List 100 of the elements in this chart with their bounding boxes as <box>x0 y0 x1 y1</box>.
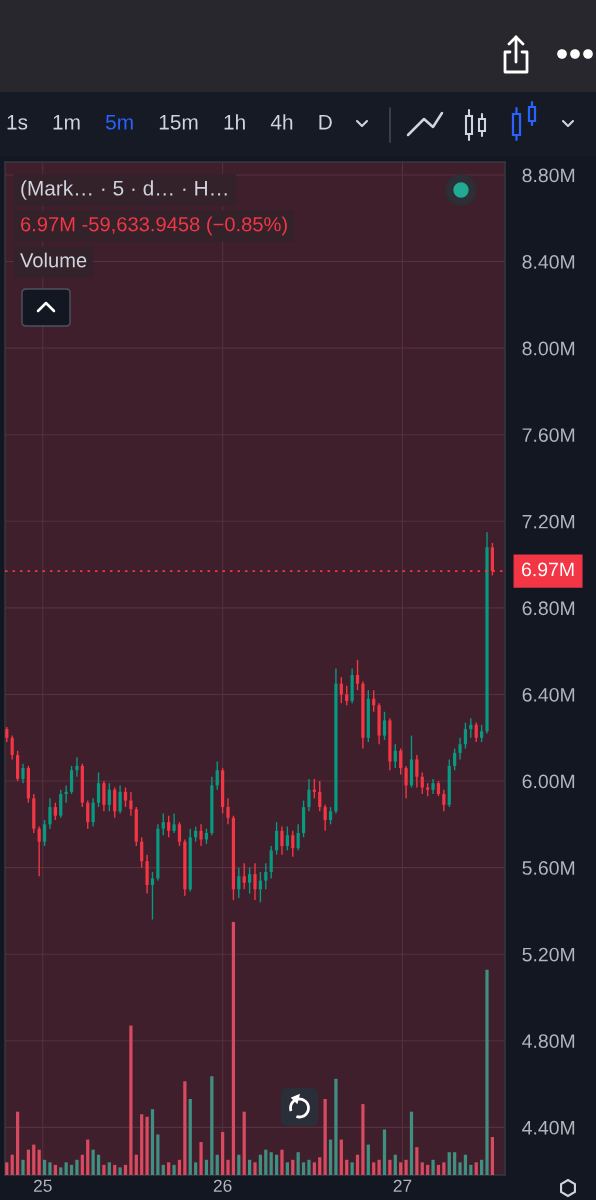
candlestick <box>242 862 246 890</box>
bar <box>5 1162 9 1175</box>
candlestick <box>453 747 457 771</box>
bar <box>183 1081 187 1175</box>
bar <box>291 1159 295 1175</box>
candlestick <box>96 771 101 808</box>
bar <box>177 1159 182 1175</box>
text: 5m <box>105 115 133 130</box>
candlestick <box>269 845 273 880</box>
candlestick <box>69 765 74 795</box>
bar <box>404 1159 408 1175</box>
bar <box>426 1164 430 1175</box>
y-tick-label: 6.80M <box>522 601 575 616</box>
bar <box>172 1164 176 1175</box>
bar <box>474 1162 478 1175</box>
bar <box>204 1159 209 1175</box>
bar <box>296 1152 300 1175</box>
candlestick <box>21 763 25 784</box>
bar <box>409 1111 414 1175</box>
x-tick-label: 27 <box>393 1179 412 1192</box>
annotation: 6.97M -59,633.9458 (−0.85%) <box>21 216 287 236</box>
bar <box>26 1149 30 1175</box>
bar <box>318 1157 322 1175</box>
bar <box>350 1162 354 1175</box>
bar <box>123 1164 128 1175</box>
candlestick <box>15 750 20 782</box>
bar <box>15 1111 20 1175</box>
candlestick <box>345 685 349 706</box>
bar <box>215 1154 219 1175</box>
bar <box>442 1162 446 1175</box>
bar <box>161 1164 165 1175</box>
bar <box>231 921 236 1175</box>
bar <box>145 1116 149 1175</box>
bar <box>167 1162 171 1175</box>
candlestick <box>442 789 446 813</box>
candlestick <box>140 836 144 869</box>
bar <box>453 1152 457 1175</box>
candlestick <box>291 830 295 858</box>
bar <box>258 1154 263 1175</box>
candlestick <box>264 862 268 890</box>
candlestick <box>107 782 111 813</box>
bar <box>53 1164 57 1175</box>
text: 1m <box>53 115 80 130</box>
candlestick <box>59 789 63 819</box>
bar <box>328 1139 333 1175</box>
bar <box>334 1078 338 1175</box>
text: 1h <box>224 114 245 130</box>
candlestick <box>415 754 419 789</box>
bar <box>129 1025 133 1175</box>
x-tick-label: 25 <box>33 1179 52 1192</box>
candlestick <box>145 853 149 895</box>
candlestick <box>323 804 327 832</box>
bar <box>194 1162 198 1175</box>
candlestick <box>420 771 424 795</box>
bar <box>301 1162 306 1175</box>
candlestick <box>355 659 360 691</box>
candlestick <box>393 743 397 769</box>
candlestick <box>172 812 176 834</box>
candlestick <box>161 812 165 836</box>
bar <box>345 1159 349 1175</box>
bar <box>221 1131 225 1175</box>
candlestick <box>463 721 468 750</box>
bar <box>458 1162 462 1175</box>
y-tick-label: 6.40M <box>522 687 575 702</box>
bar <box>264 1149 268 1175</box>
bar <box>469 1164 473 1175</box>
bar <box>366 1144 370 1175</box>
bar <box>377 1159 381 1175</box>
candlestick <box>280 825 284 856</box>
candlestick <box>91 797 95 828</box>
bar <box>355 1154 360 1175</box>
bar <box>447 1152 451 1175</box>
candlestick <box>48 797 52 830</box>
candlestick <box>118 784 122 815</box>
bar <box>210 1076 214 1175</box>
candlestick <box>404 765 408 800</box>
bar <box>80 1154 84 1175</box>
bar <box>140 1114 144 1175</box>
bar <box>485 969 489 1175</box>
candlestick <box>177 821 182 847</box>
text: 1s <box>7 115 28 130</box>
bar <box>42 1159 47 1175</box>
bar <box>75 1159 79 1175</box>
candlestick <box>75 756 79 778</box>
y-tick-label: 6.00M <box>522 774 575 789</box>
bar <box>280 1149 284 1175</box>
candlestick <box>129 791 133 817</box>
y-tick-label: 8.80M <box>522 168 575 183</box>
bar <box>242 1111 246 1175</box>
bar <box>307 1159 311 1175</box>
x-tick-label: 26 <box>213 1179 232 1192</box>
candlestick <box>253 862 257 901</box>
bar <box>269 1152 273 1175</box>
y-tick-label: 4.80M <box>522 1034 575 1049</box>
candlestick <box>10 734 14 761</box>
bar <box>134 1154 138 1175</box>
candlestick <box>199 823 203 847</box>
bar <box>188 1099 192 1175</box>
candlestick <box>150 871 155 921</box>
y-tick-label: 7.60M <box>522 428 575 442</box>
